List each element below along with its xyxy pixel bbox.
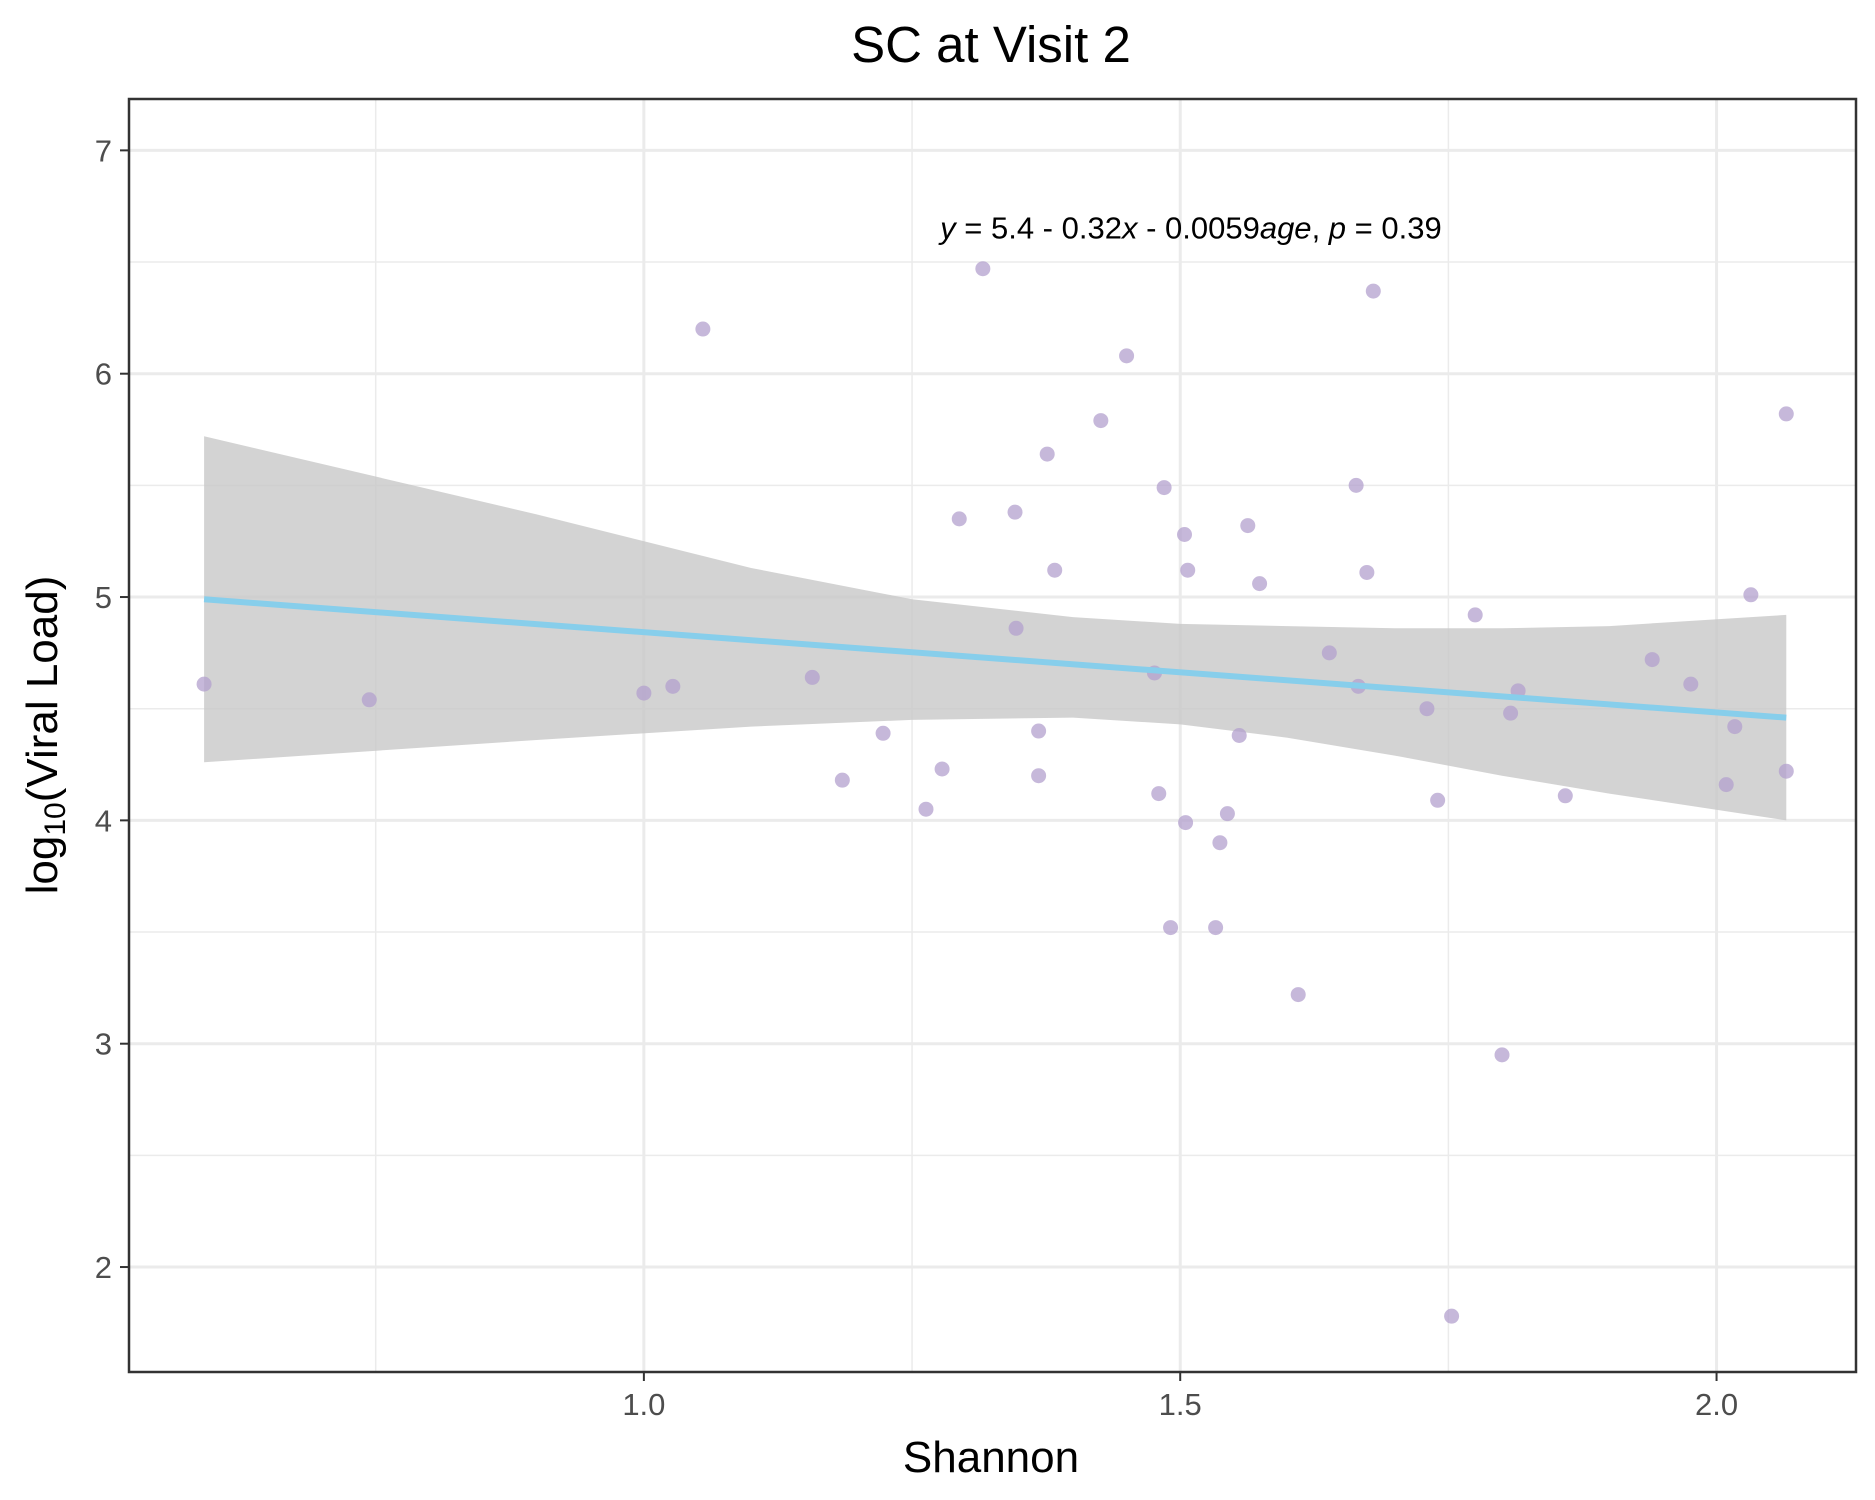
y-axis-ticks: 2 3 4 5 6 7	[95, 133, 129, 1285]
data-point	[1348, 477, 1364, 493]
y-axis-title-prefix: log	[18, 836, 67, 895]
plot-panel-border	[127, 97, 1858, 1374]
y-tick-label: 6	[95, 357, 112, 392]
data-point	[1219, 806, 1235, 822]
data-point	[695, 321, 711, 337]
data-point	[1151, 786, 1167, 802]
data-point	[1467, 607, 1483, 623]
data-point	[875, 725, 891, 741]
data-point	[1290, 987, 1306, 1003]
data-point	[1365, 283, 1381, 299]
data-point	[1359, 564, 1375, 580]
data-points	[196, 261, 1794, 1324]
annotation-equation: = 5.4 - 0.32	[956, 211, 1122, 246]
y-axis-title: log10(Viral Load)	[18, 576, 72, 895]
data-point	[1778, 763, 1794, 779]
data-point	[1644, 652, 1660, 668]
data-point	[1718, 777, 1734, 793]
data-point	[1727, 719, 1743, 735]
data-point	[1494, 1047, 1510, 1063]
data-point	[1031, 723, 1047, 739]
data-point	[361, 692, 377, 708]
data-point	[1419, 701, 1435, 717]
data-point	[1208, 920, 1224, 936]
data-point	[918, 801, 934, 817]
fit-line	[203, 596, 1787, 721]
x-axis-title: Shannon	[903, 1433, 1079, 1482]
data-point	[665, 678, 681, 694]
data-point	[196, 676, 212, 692]
chart-title: SC at Visit 2	[851, 16, 1131, 73]
y-tick-label: 2	[95, 1250, 112, 1285]
y-tick-label: 7	[95, 133, 112, 168]
data-point	[1007, 504, 1023, 520]
y-axis-title-subscript: 10	[39, 802, 72, 835]
x-axis-ticks: 1.0 1.5 2.0	[622, 1372, 1738, 1422]
data-point	[1321, 645, 1337, 661]
data-point	[834, 772, 850, 788]
data-point	[1119, 348, 1135, 364]
confidence-band-group	[204, 436, 1787, 821]
x-tick-label: 1.0	[622, 1387, 665, 1422]
y-axis-title-suffix: (Viral Load)	[18, 576, 67, 803]
data-point	[1430, 792, 1446, 808]
data-point	[1177, 527, 1193, 542]
data-point	[1231, 728, 1247, 743]
data-point	[1039, 446, 1055, 462]
y-tick-label: 5	[95, 580, 112, 615]
data-point	[1252, 576, 1268, 592]
annotation-y-var: y	[938, 211, 958, 246]
annotation-p-var: p	[1328, 211, 1346, 246]
data-point	[636, 685, 652, 701]
annotation-age-var: age	[1260, 211, 1312, 246]
annotation-x-var: x	[1120, 211, 1139, 246]
regression-annotation: y = 5.4 - 0.32x - 0.0059age, p = 0.39	[938, 211, 1442, 246]
y-tick-label: 4	[95, 803, 112, 838]
data-point	[1683, 676, 1699, 692]
data-point	[1093, 413, 1109, 429]
data-point	[1743, 587, 1759, 603]
fit-line-group	[203, 596, 1787, 721]
annotation-separator: ,	[1312, 211, 1329, 246]
data-point	[1180, 562, 1196, 578]
data-point	[1240, 518, 1256, 534]
data-point	[1156, 480, 1172, 496]
data-point	[1444, 1308, 1460, 1324]
data-point	[1503, 705, 1519, 721]
data-point	[1557, 788, 1573, 804]
data-point	[951, 511, 967, 527]
data-point	[934, 761, 950, 777]
y-tick-label: 3	[95, 1027, 112, 1062]
data-point	[1178, 815, 1194, 831]
confidence-band	[204, 436, 1787, 821]
x-tick-label: 2.0	[1695, 1387, 1738, 1422]
x-tick-label: 1.5	[1159, 1387, 1202, 1422]
data-point	[1008, 620, 1024, 636]
data-point	[975, 261, 991, 277]
data-point	[1047, 562, 1063, 578]
annotation-age-coef: - 0.0059	[1137, 211, 1259, 246]
data-point	[1212, 835, 1228, 851]
data-point	[1778, 406, 1794, 422]
data-point	[1163, 920, 1179, 936]
annotation-p-value: = 0.39	[1346, 211, 1442, 246]
data-point	[1031, 768, 1047, 784]
data-point	[804, 669, 820, 685]
